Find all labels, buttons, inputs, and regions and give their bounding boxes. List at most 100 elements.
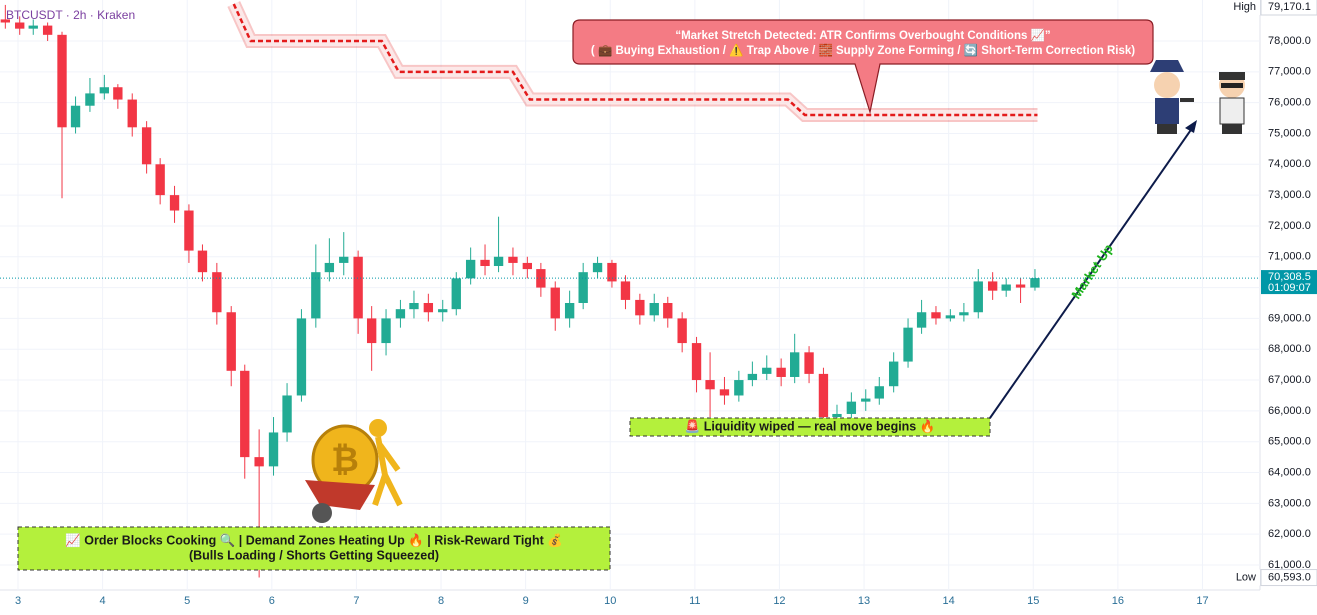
arrow-head bbox=[1185, 120, 1197, 133]
x-tick-label: 7 bbox=[353, 595, 359, 607]
police-thief-illustration bbox=[1150, 60, 1245, 134]
candle-body bbox=[945, 315, 956, 319]
candle-body bbox=[395, 309, 406, 319]
candle-body bbox=[212, 272, 222, 313]
y-tick-label: 74,000.0 bbox=[1268, 158, 1311, 170]
candle-body bbox=[42, 25, 53, 35]
high_marker-text: High bbox=[1233, 1, 1256, 13]
x-tick-label: 10 bbox=[604, 595, 616, 607]
candle-body bbox=[169, 195, 180, 211]
y-tick-label: 68,000.0 bbox=[1268, 343, 1311, 355]
candle-body bbox=[635, 299, 645, 316]
y-tick-label: 75,000.0 bbox=[1268, 127, 1311, 139]
low_marker-label: 60,593.0 bbox=[1268, 571, 1311, 583]
candle-body bbox=[762, 367, 772, 374]
candle-body bbox=[254, 457, 264, 467]
order-blocks-line-2: (Bulls Loading / Shorts Getting Squeezed… bbox=[189, 548, 439, 562]
candle-body bbox=[804, 352, 814, 374]
band-layer bbox=[227, 1, 1038, 122]
high_marker-label: 79,170.1 bbox=[1268, 1, 1311, 13]
candle-body bbox=[790, 352, 800, 377]
liquidity-box bbox=[629, 417, 991, 437]
y-tick-label: 73,000.0 bbox=[1268, 189, 1311, 201]
candle-body bbox=[226, 312, 236, 371]
candle-body bbox=[353, 256, 363, 319]
candle-body bbox=[423, 302, 434, 313]
order-blocks-line-1: 📈 Order Blocks Cooking 🔍 | Demand Zones … bbox=[65, 531, 563, 548]
candle-body bbox=[438, 309, 448, 313]
candle-body bbox=[184, 210, 194, 251]
candle-body bbox=[508, 256, 518, 263]
y-tick-label: 64,000.0 bbox=[1268, 466, 1311, 478]
candle-body bbox=[578, 272, 588, 303]
x-tick-label: 13 bbox=[858, 595, 870, 607]
candle-body bbox=[57, 34, 67, 128]
candle-body bbox=[861, 398, 871, 402]
candle-body bbox=[480, 259, 490, 267]
price-axis-bg bbox=[1260, 0, 1317, 615]
candle-body bbox=[677, 318, 687, 344]
candle-body bbox=[197, 250, 208, 273]
candle-body bbox=[296, 318, 307, 396]
y-tick-label: 69,000.0 bbox=[1268, 312, 1311, 324]
x-tick-label: 5 bbox=[184, 595, 190, 607]
y-tick-label: 78,000.0 bbox=[1268, 35, 1311, 47]
candle-body bbox=[874, 386, 884, 399]
candle-body bbox=[311, 272, 321, 319]
x-tick-label: 4 bbox=[100, 595, 106, 607]
candle-body bbox=[15, 22, 25, 29]
high_marker-tag bbox=[1233, 0, 1260, 15]
candle-body bbox=[550, 287, 560, 319]
low_marker-tag bbox=[1233, 569, 1260, 586]
candle-body bbox=[451, 278, 461, 310]
candle-body bbox=[522, 262, 533, 270]
x-tick-label: 16 bbox=[1112, 595, 1124, 607]
candle-body bbox=[127, 99, 137, 128]
x-tick-label: 14 bbox=[943, 595, 955, 607]
candle-body bbox=[339, 256, 349, 263]
liquidity-text: 🚨 Liquidity wiped — real move begins 🔥 bbox=[685, 418, 936, 433]
candle-body bbox=[747, 373, 758, 381]
y-tick-label: 72,000.0 bbox=[1268, 220, 1311, 232]
candle-body bbox=[649, 302, 659, 316]
y-tick-label: 77,000.0 bbox=[1268, 66, 1311, 78]
coin-cart-illustration: ₿ bbox=[305, 419, 403, 523]
candle-layer bbox=[0, 4, 1040, 578]
candle-body bbox=[620, 281, 631, 300]
candle-body bbox=[903, 327, 913, 362]
candle-body bbox=[959, 312, 969, 316]
y-tick-label: 63,000.0 bbox=[1268, 497, 1311, 509]
x-tick-label: 3 bbox=[15, 595, 21, 607]
candle-body bbox=[282, 395, 292, 433]
candle-body bbox=[70, 105, 81, 128]
candle-body bbox=[607, 262, 617, 282]
candle-body bbox=[0, 19, 11, 23]
y-tick-label: 71,000.0 bbox=[1268, 251, 1311, 263]
chart-title: BTCUSDT · 2h · Kraken bbox=[6, 8, 135, 22]
low_marker-text: Low bbox=[1236, 571, 1256, 583]
candle-body bbox=[240, 370, 250, 458]
candle-body bbox=[987, 281, 998, 291]
candle-body bbox=[973, 281, 983, 313]
market-up-label: Market Up bbox=[1068, 241, 1116, 302]
candle-body bbox=[663, 302, 673, 319]
countdown-label: 01:09:07 bbox=[1268, 282, 1311, 294]
candle-body bbox=[931, 312, 941, 319]
candle-body bbox=[705, 380, 715, 390]
x-tick-label: 12 bbox=[773, 595, 785, 607]
candle-body bbox=[141, 127, 152, 165]
stretch-line-2: ( 💼 Buying Exhaustion / ⚠️ Trap Above / … bbox=[591, 43, 1135, 57]
last-price-box bbox=[1261, 270, 1317, 295]
candle-body bbox=[155, 164, 165, 196]
candle-body bbox=[113, 87, 123, 100]
y-tick-label: 65,000.0 bbox=[1268, 436, 1311, 448]
candle-body bbox=[409, 302, 419, 310]
candle-body bbox=[28, 25, 38, 29]
x-tick-label: 17 bbox=[1196, 595, 1208, 607]
market-up-arrow bbox=[989, 123, 1196, 419]
band-line bbox=[232, 3, 1038, 117]
candle-body bbox=[85, 93, 95, 106]
candle-body bbox=[366, 318, 377, 344]
